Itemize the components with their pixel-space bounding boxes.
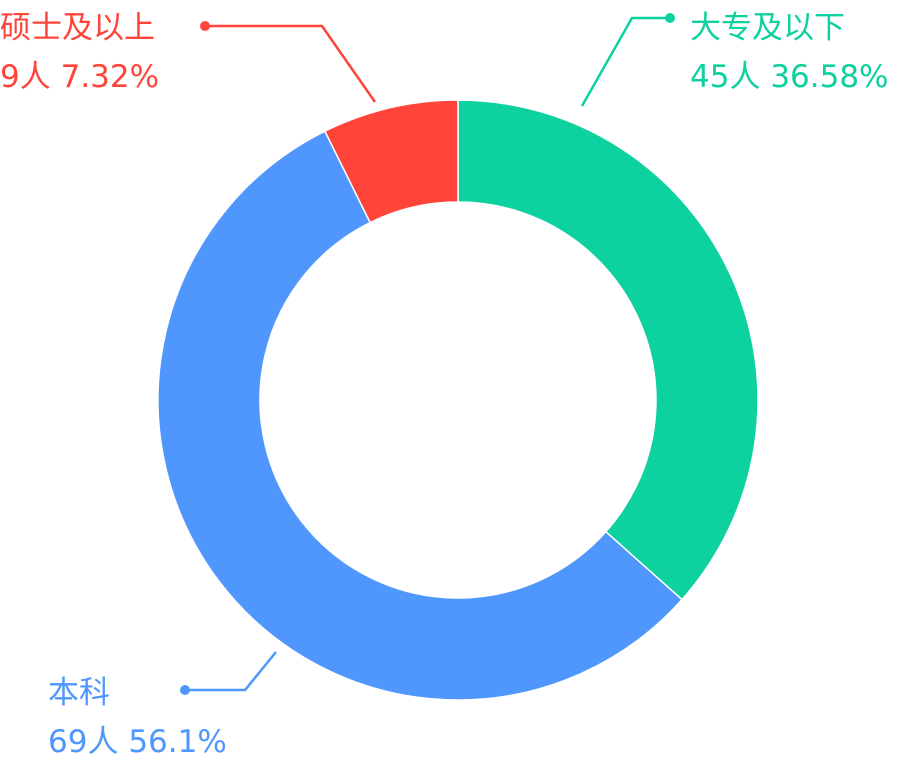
slice-label-shuoshi-value: 9人 7.32% [0, 59, 159, 95]
slice-dazhuan [457, 99, 759, 601]
leader-line-dazhuan [580, 16, 670, 107]
slice-shuoshi [323, 99, 459, 224]
slice-shuoshi-percent: 7.32% [61, 59, 159, 95]
slice-benke-count: 69人 [48, 724, 118, 760]
slice-label-dazhuan-value: 45人 36.58% [690, 59, 889, 95]
slice-dazhuan-percent: 36.58% [770, 59, 888, 95]
slice-benke-percent: 56.1% [128, 724, 226, 760]
slice-shuoshi-count: 9人 [0, 59, 51, 95]
donut-slices [157, 99, 759, 701]
leader-line-benke [185, 651, 277, 692]
leader-dot-shuoshi [200, 21, 210, 31]
slice-label-benke-name: 本科 [48, 675, 110, 711]
leader-line-shuoshi [205, 24, 377, 103]
slice-benke [157, 130, 684, 701]
leader-dot-benke [180, 685, 190, 695]
slice-label-shuoshi-name: 硕士及以上 [0, 10, 155, 46]
slice-label-dazhuan-name: 大专及以下 [690, 10, 845, 46]
slice-label-benke-value: 69人 56.1% [48, 724, 227, 760]
slice-dazhuan-count: 45人 [690, 59, 760, 95]
leader-dot-dazhuan [665, 13, 675, 23]
